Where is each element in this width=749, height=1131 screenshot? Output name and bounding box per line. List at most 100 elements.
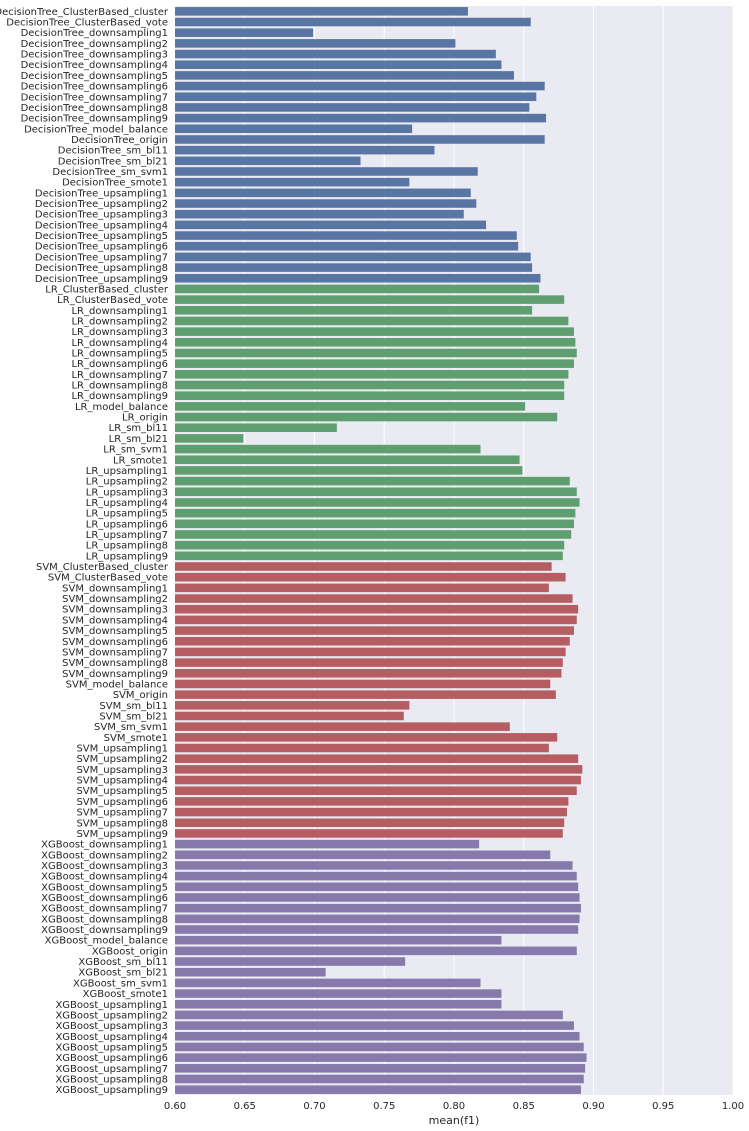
bar — [175, 17, 531, 27]
bar — [175, 690, 556, 699]
category-label: XGBoost_downsampling6 — [41, 893, 168, 904]
bar — [175, 7, 468, 16]
category-label: SVM_smote1 — [104, 733, 168, 744]
bar — [175, 669, 562, 678]
category-label: XGBoost_upsampling8 — [55, 1074, 168, 1085]
category-label: XGBoost_upsampling4 — [55, 1032, 168, 1043]
category-label: SVM_downsampling2 — [62, 594, 168, 605]
bar — [175, 370, 569, 379]
bar — [175, 444, 481, 454]
category-label: LR_origin — [122, 413, 168, 424]
bar — [175, 786, 577, 795]
bar — [175, 861, 573, 870]
category-label: XGBoost_downsampling4 — [41, 872, 168, 883]
category-label: SVM_downsampling5 — [62, 626, 168, 637]
category-label: LR_downsampling1 — [71, 306, 168, 317]
bar — [175, 60, 502, 69]
bar — [175, 871, 577, 881]
bar — [175, 850, 551, 860]
bar — [175, 978, 481, 988]
category-label: LR_upsampling5 — [86, 509, 168, 520]
category-label: DecisionTree_upsampling6 — [35, 242, 168, 253]
bar — [175, 380, 565, 390]
bar — [175, 177, 410, 187]
category-label: DecisionTree_upsampling9 — [35, 274, 168, 285]
bar — [175, 839, 480, 849]
category-label: XGBoost_model_balance — [45, 936, 168, 947]
bar — [175, 348, 577, 358]
bar — [175, 145, 435, 155]
bar — [175, 797, 569, 806]
bar — [175, 199, 477, 208]
bar — [175, 829, 563, 838]
category-label: DecisionTree_downsampling9 — [21, 114, 168, 125]
bar — [175, 999, 502, 1009]
bar — [175, 39, 456, 48]
bar — [175, 957, 406, 966]
category-label: LR_smote1 — [113, 455, 168, 466]
category-label: SVM_origin — [113, 690, 168, 701]
category-label: DecisionTree_upsampling4 — [35, 220, 168, 231]
bar — [175, 316, 569, 326]
category-label: SVM_downsampling7 — [62, 647, 168, 658]
x-tick-label: 0.95 — [652, 1101, 674, 1112]
category-label: XGBoost_upsampling3 — [55, 1021, 168, 1032]
bar — [175, 231, 517, 240]
bar — [175, 604, 579, 614]
category-label: LR_upsampling4 — [86, 498, 168, 509]
category-label: XGBoost_downsampling7 — [41, 904, 168, 915]
category-label: XGBoost_sm_svm1 — [73, 978, 168, 989]
x-tick-label: 0.80 — [443, 1101, 465, 1112]
bar — [175, 71, 514, 80]
category-label: SVM_upsampling6 — [76, 797, 168, 808]
category-label: SVM_downsampling8 — [62, 658, 168, 669]
bar — [175, 701, 410, 710]
bar — [175, 925, 579, 934]
bar — [175, 434, 244, 443]
category-label: DecisionTree_downsampling5 — [21, 71, 168, 82]
category-label: DecisionTree_downsampling3 — [21, 50, 168, 61]
bar — [175, 338, 576, 347]
bar — [175, 487, 577, 497]
category-label: XGBoost_upsampling9 — [55, 1085, 168, 1096]
bar — [175, 92, 537, 102]
bar — [175, 263, 533, 272]
bar — [175, 359, 574, 368]
bar — [175, 530, 572, 539]
category-label: DecisionTree_downsampling7 — [21, 92, 168, 103]
category-label: XGBoost_smote1 — [83, 989, 168, 1000]
bar — [175, 722, 510, 731]
category-label: DecisionTree_upsampling7 — [35, 252, 168, 263]
bar — [175, 551, 563, 561]
bars — [175, 7, 587, 1094]
bar — [175, 327, 574, 336]
bar — [175, 946, 577, 956]
x-tick-label: 0.75 — [373, 1101, 395, 1112]
category-label: LR_downsampling8 — [71, 381, 168, 392]
category-label: XGBoost_upsampling7 — [55, 1064, 168, 1075]
bar — [175, 135, 545, 144]
bar — [175, 1074, 584, 1084]
category-label: DecisionTree_origin — [71, 135, 168, 146]
bar — [175, 658, 563, 667]
category-label: SVM_upsampling5 — [76, 786, 168, 797]
bar — [175, 562, 552, 571]
bar — [175, 498, 580, 507]
category-label: DecisionTree_sm_bl11 — [58, 146, 168, 157]
category-label: SVM_sm_bl11 — [99, 701, 168, 712]
bar — [175, 903, 581, 913]
category-label: DecisionTree_ClusterBased_cluster — [0, 7, 169, 18]
category-label: SVM_upsampling4 — [76, 776, 168, 787]
bar — [175, 540, 565, 550]
category-label: LR_upsampling7 — [86, 530, 168, 541]
category-label: LR_sm_bl21 — [109, 434, 168, 445]
bar — [175, 466, 523, 475]
category-label: DecisionTree_downsampling1 — [21, 28, 168, 39]
bar — [175, 252, 531, 262]
category-label: XGBoost_downsampling9 — [41, 925, 168, 936]
x-tick-label: 0.60 — [164, 1101, 186, 1112]
bar — [175, 455, 520, 465]
category-label: LR_model_balance — [75, 402, 168, 413]
bar — [175, 882, 579, 892]
bar — [175, 28, 314, 37]
